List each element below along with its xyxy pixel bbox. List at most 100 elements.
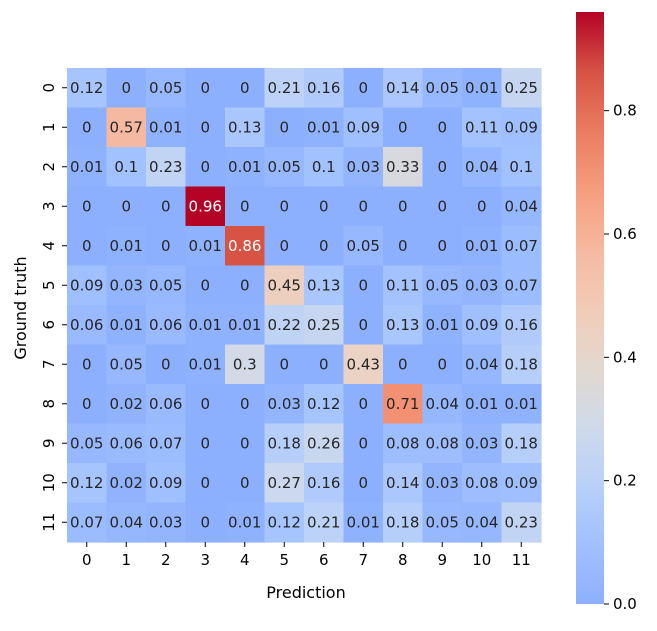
heatmap-cell — [501, 226, 542, 267]
heatmap-cell — [106, 186, 147, 227]
heatmap-cell — [343, 107, 384, 148]
heatmap-cell — [304, 305, 345, 346]
cell-value-label: 0.05 — [70, 434, 103, 452]
heatmap-cell — [225, 147, 266, 188]
cell-value-label: 0.04 — [465, 355, 498, 373]
cell-value-label: 0 — [200, 513, 210, 531]
cell-value-label: 0.08 — [465, 474, 498, 492]
heatmap-cell — [304, 265, 345, 306]
cell-value-label: 0 — [358, 434, 368, 452]
cell-value-label: 0 — [82, 118, 92, 136]
cell-value-label: 0.03 — [268, 395, 301, 413]
colorbar-tick-label: 0.4 — [613, 348, 637, 366]
heatmap-cell — [106, 226, 147, 267]
heatmap-cell — [343, 384, 384, 425]
heatmap-cell — [304, 502, 345, 543]
heatmap-cell — [106, 423, 147, 464]
heatmap-cell — [422, 226, 463, 267]
heatmap-cell — [106, 265, 147, 306]
cell-value-label: 0.12 — [70, 79, 103, 97]
heatmap-cell — [422, 463, 463, 504]
cell-value-label: 0.05 — [426, 79, 459, 97]
heatmap-cell — [304, 344, 345, 385]
cell-value-label: 0.14 — [386, 474, 419, 492]
heatmap-cell — [146, 384, 187, 425]
heatmap-cell — [146, 226, 187, 267]
cell-value-label: 0.23 — [149, 158, 182, 176]
cell-value-label: 0.01 — [465, 79, 498, 97]
heatmap-cell — [264, 344, 305, 385]
cell-value-label: 0.02 — [110, 474, 143, 492]
heatmap-cell — [383, 68, 424, 109]
heatmap-cell — [462, 344, 503, 385]
heatmap-cell — [146, 423, 187, 464]
heatmap-cell — [422, 107, 463, 148]
heatmap-cell — [343, 68, 384, 109]
heatmap-cell — [462, 265, 503, 306]
heatmap-cell — [67, 147, 108, 188]
heatmap-cell — [343, 344, 384, 385]
cell-value-label: 0.01 — [70, 158, 103, 176]
cell-value-label: 0 — [398, 118, 408, 136]
heatmap-cell — [422, 265, 463, 306]
cell-value-label: 0.01 — [149, 118, 182, 136]
cell-value-label: 0.43 — [347, 355, 380, 373]
cell-value-label: 0.01 — [228, 316, 261, 334]
cell-value-label: 0.01 — [189, 237, 222, 255]
colorbar-gradient — [576, 12, 604, 604]
heatmap-cell — [343, 305, 384, 346]
x-tick-label: 3 — [200, 551, 210, 569]
heatmap-cell — [462, 68, 503, 109]
heatmap-cell — [185, 147, 226, 188]
heatmap-cell — [462, 502, 503, 543]
y-tick-label: 3 — [40, 201, 58, 211]
cell-value-label: 0 — [358, 395, 368, 413]
cell-value-label: 0.09 — [70, 276, 103, 294]
cell-value-label: 0 — [82, 197, 92, 215]
heatmap-cell — [185, 68, 226, 109]
cell-value-label: 0 — [437, 197, 447, 215]
y-tick-label: 1 — [40, 122, 58, 132]
cell-value-label: 0 — [161, 237, 171, 255]
cell-value-label: 0.01 — [110, 237, 143, 255]
x-tick-label: 10 — [472, 551, 491, 569]
cell-value-label: 0 — [200, 158, 210, 176]
cell-value-label: 0.05 — [426, 276, 459, 294]
x-tick-label: 4 — [240, 551, 250, 569]
heatmap-cell — [383, 147, 424, 188]
cell-value-label: 0.1 — [114, 158, 138, 176]
cell-value-label: 0.07 — [505, 237, 538, 255]
heatmap-cell — [264, 265, 305, 306]
cell-value-label: 0.18 — [386, 513, 419, 531]
heatmap-cell — [462, 423, 503, 464]
colorbar-tick-label: 0.8 — [613, 102, 637, 120]
cell-value-label: 0.01 — [347, 513, 380, 531]
cell-value-label: 0.04 — [110, 513, 143, 531]
cell-value-label: 0 — [358, 197, 368, 215]
heatmap-cell — [501, 423, 542, 464]
heatmap-cell — [225, 502, 266, 543]
cell-value-label: 0 — [200, 474, 210, 492]
heatmap-cell — [304, 186, 345, 227]
cell-value-label: 0.18 — [505, 355, 538, 373]
cell-value-label: 0 — [82, 237, 92, 255]
cell-value-label: 0 — [200, 434, 210, 452]
heatmap-cell — [343, 423, 384, 464]
heatmap-cell — [225, 265, 266, 306]
cell-value-label: 0 — [437, 355, 447, 373]
heatmap-cell — [146, 68, 187, 109]
cell-value-label: 0.26 — [307, 434, 340, 452]
heatmap-cell — [185, 186, 226, 227]
y-tick-label: 8 — [40, 399, 58, 409]
cell-value-label: 0.09 — [465, 316, 498, 334]
heatmap-cell — [146, 147, 187, 188]
cell-value-label: 0 — [477, 197, 487, 215]
heatmap-cell — [501, 344, 542, 385]
cell-value-label: 0.03 — [465, 434, 498, 452]
cell-value-label: 0.05 — [268, 158, 301, 176]
cell-value-label: 0.05 — [149, 276, 182, 294]
heatmap-cell — [264, 226, 305, 267]
heatmap-cell — [304, 147, 345, 188]
y-axis-label: Ground truth — [11, 256, 30, 359]
cell-value-label: 0.21 — [307, 513, 340, 531]
